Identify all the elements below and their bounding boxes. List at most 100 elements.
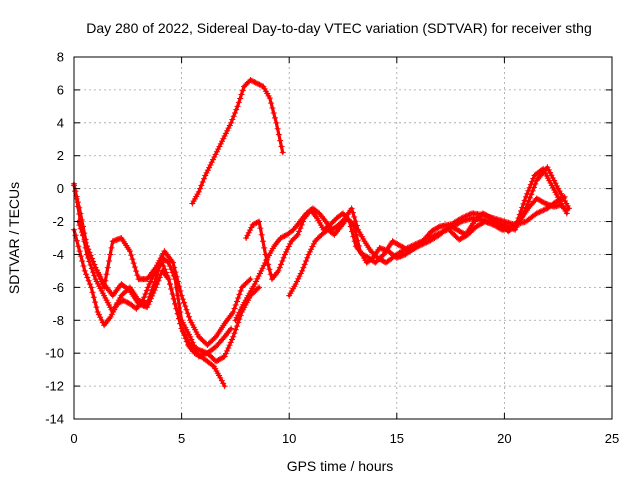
data-point (82, 239, 89, 246)
data-point (349, 209, 356, 216)
data-point (229, 336, 236, 343)
data-point (92, 299, 99, 306)
data-point (80, 232, 87, 239)
data-point (548, 172, 555, 179)
data-point (94, 270, 101, 277)
data-point (104, 264, 111, 271)
data-point (195, 188, 202, 195)
data-point (330, 217, 337, 224)
data-point (249, 221, 256, 228)
data-point (355, 242, 362, 249)
data-point (233, 298, 240, 305)
y-tick-label: 6 (57, 82, 64, 97)
data-point (250, 221, 257, 228)
data-point (217, 374, 224, 381)
data-point (98, 278, 105, 285)
data-point (164, 258, 171, 265)
data-point (98, 316, 105, 323)
data-point (121, 298, 128, 305)
data-point (146, 281, 153, 288)
data-point (435, 230, 442, 237)
y-tick-label: -8 (52, 313, 64, 328)
data-point (306, 248, 313, 255)
data-point (75, 243, 82, 250)
data-point (110, 308, 117, 315)
data-point (537, 208, 544, 215)
data-point (231, 305, 238, 312)
data-point (106, 258, 113, 265)
data-points (71, 77, 572, 390)
y-tick-label: 2 (57, 148, 64, 163)
data-point (173, 305, 180, 312)
data-point (83, 271, 90, 278)
data-point (258, 267, 265, 274)
data-point (352, 227, 359, 234)
data-point (252, 220, 259, 227)
data-point (131, 264, 138, 271)
data-point (263, 257, 270, 264)
data-point (253, 80, 260, 87)
data-point (230, 333, 237, 340)
data-point (354, 237, 361, 244)
data-point (230, 309, 237, 316)
data-point (145, 301, 152, 308)
data-point (346, 217, 353, 224)
data-point (256, 284, 263, 291)
data-point (353, 232, 360, 239)
data-point (210, 156, 217, 163)
data-point (525, 198, 532, 205)
data-point (155, 277, 162, 284)
data-point (275, 267, 282, 274)
data-point (147, 295, 154, 302)
series-sat-h (286, 165, 570, 299)
data-point (267, 271, 274, 278)
data-point (169, 290, 176, 297)
data-point (97, 314, 104, 321)
data-point (237, 306, 244, 313)
data-point (203, 169, 210, 176)
data-point (220, 335, 227, 342)
y-tick-label: 4 (57, 115, 64, 130)
data-point (246, 277, 253, 284)
data-point (270, 109, 277, 116)
data-point (244, 232, 251, 239)
data-point (369, 249, 376, 256)
data-point (314, 235, 321, 242)
data-point (164, 272, 171, 279)
data-point (526, 184, 533, 191)
data-point (221, 132, 228, 139)
data-point (520, 200, 527, 207)
data-point (213, 148, 220, 155)
data-point (88, 265, 95, 272)
data-point (86, 281, 93, 288)
data-point (262, 260, 269, 267)
data-point (93, 304, 100, 311)
data-point (222, 130, 229, 137)
data-point (254, 285, 261, 292)
data-point (147, 278, 154, 285)
data-point (182, 335, 189, 342)
y-tick-label: 8 (57, 50, 64, 65)
data-point (74, 199, 81, 206)
data-point (217, 140, 224, 147)
data-point (233, 314, 240, 321)
data-point (524, 190, 531, 197)
data-point (260, 262, 267, 269)
data-point (296, 228, 303, 235)
data-point (238, 91, 245, 98)
data-point (528, 191, 535, 198)
data-point (219, 138, 226, 145)
data-point (544, 164, 551, 171)
plot-border (73, 56, 613, 420)
data-point (302, 258, 309, 265)
data-point (231, 330, 238, 337)
data-point (165, 276, 172, 283)
data-point (344, 215, 351, 222)
data-point (277, 235, 284, 241)
data-point (92, 264, 99, 271)
data-point (72, 232, 79, 239)
data-point (278, 261, 285, 268)
data-point (352, 218, 359, 225)
data-point (218, 377, 225, 384)
